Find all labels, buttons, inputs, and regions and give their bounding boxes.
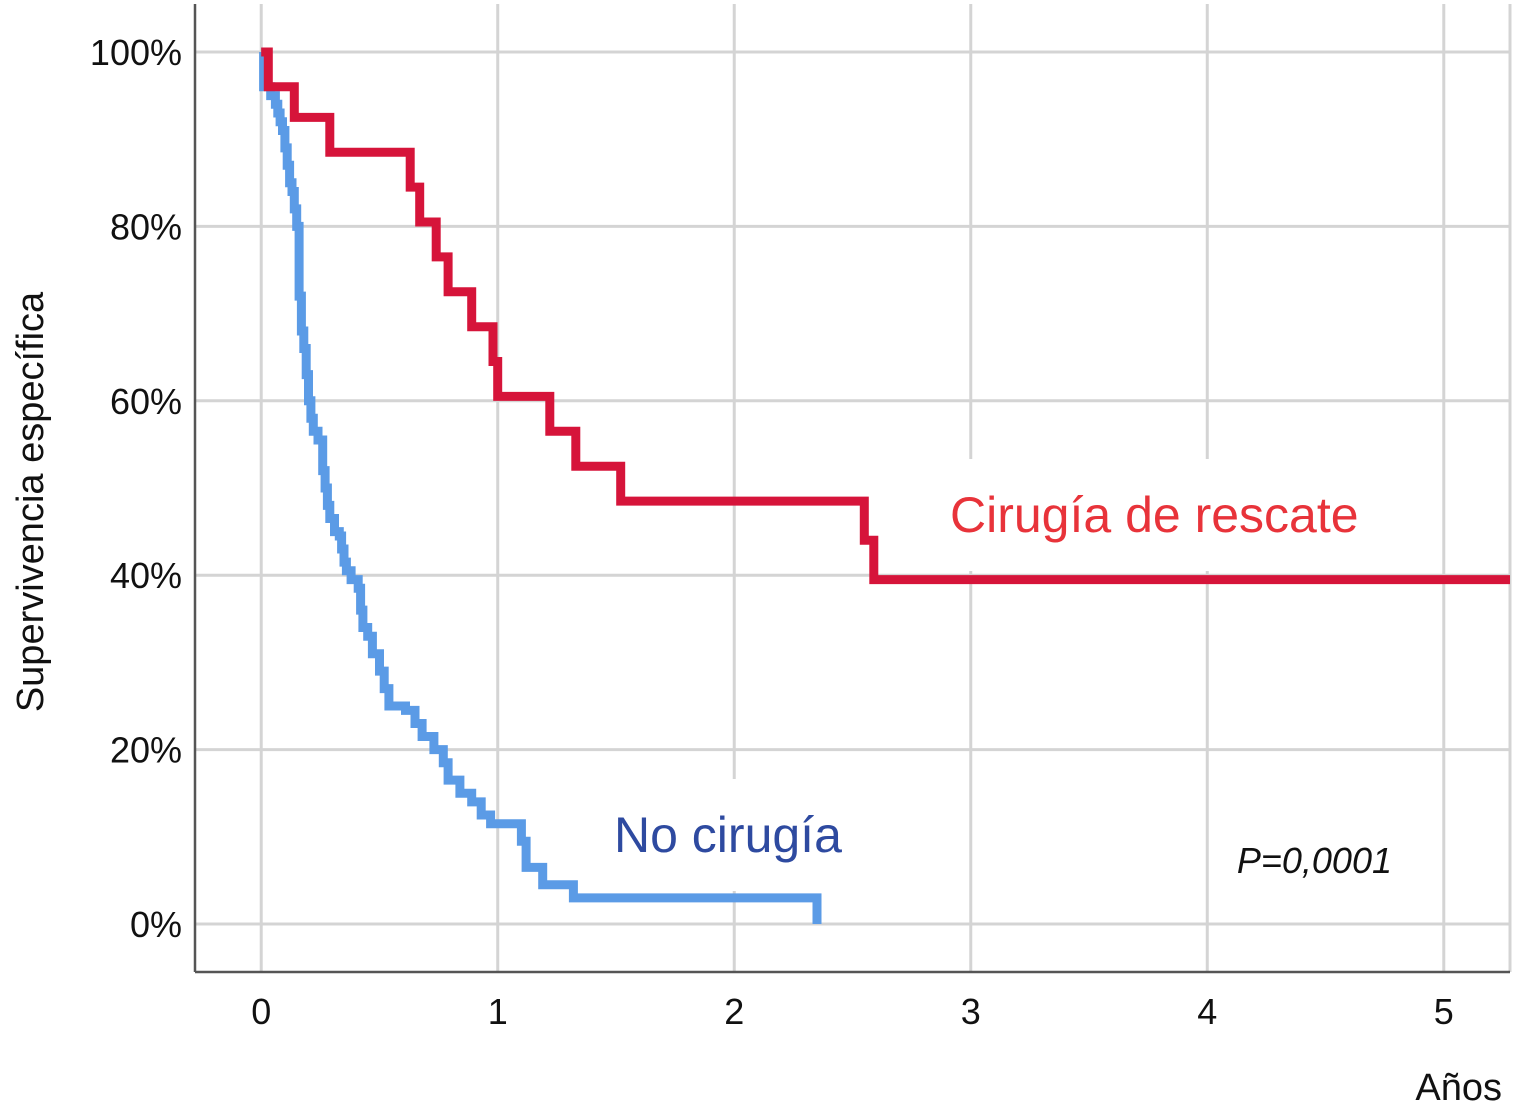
x-tick-labels: 0 1 2 3 4 5 [251,991,1454,1032]
y-tick-label: 80% [110,206,182,247]
y-tick-label: 20% [110,730,182,771]
series-label-cirugia-de-rescate: Cirugía de rescate [950,487,1359,543]
y-tick-label: 100% [90,32,182,73]
x-tick-label: 3 [961,991,981,1032]
y-axis-title: Supervivencia específica [10,291,52,712]
series-line-cirugia-de-rescate [261,47,1510,585]
x-tick-label: 2 [724,991,744,1032]
series-label-no-cirugia: No cirugía [614,807,842,863]
series-lines [259,47,1510,924]
x-axis-title: Años [1415,1067,1502,1109]
x-tick-label: 4 [1197,991,1217,1032]
y-tick-label: 0% [130,904,182,945]
x-tick-label: 5 [1434,991,1454,1032]
x-tick-label: 0 [251,991,271,1032]
y-tick-label: 60% [110,381,182,422]
annotation-background [936,459,1373,571]
annotation-backgrounds [600,459,1406,909]
series-line-no-cirugia [259,47,822,924]
annotation-background [1222,812,1406,909]
y-tick-labels: 0% 20% 40% 60% 80% 100% [90,32,182,945]
y-tick-label: 40% [110,555,182,596]
p-value-annotation: P=0,0001 [1237,840,1392,881]
x-tick-label: 1 [488,991,508,1032]
annotation-background [600,779,857,891]
